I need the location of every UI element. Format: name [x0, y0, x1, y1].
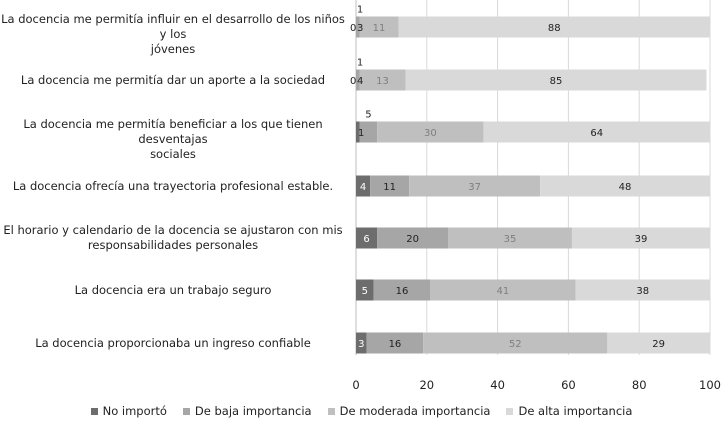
legend: No importó De baja importancia De moderada…	[0, 404, 723, 418]
data-label-low-value-row-2: 4	[357, 76, 363, 87]
data-label-s1-row-6: 5	[362, 286, 368, 297]
bar-4-row-3	[483, 121, 710, 143]
category-label-4: La docencia ofrecía una trayectoria prof…	[0, 179, 346, 194]
bar-3-row-5	[448, 227, 572, 249]
bar-4-row-7	[607, 332, 710, 354]
bar-1-row-6	[356, 279, 374, 301]
data-label-s4-row-3: 64	[590, 128, 603, 139]
bar-2-row-6	[373, 279, 431, 301]
data-label-s3-row-4: 37	[468, 182, 481, 193]
bar-4-row-6	[575, 279, 710, 301]
category-label-line: La docencia proporcionaba un ingreso con…	[35, 335, 311, 350]
category-label-6: La docencia era un trabajo seguro	[0, 283, 346, 298]
data-label-low-value-row-1: 3	[357, 23, 363, 34]
data-label-s1-row-3: 1	[358, 128, 364, 139]
bar-3-row-3	[377, 121, 484, 143]
category-label-line: sociales	[150, 147, 196, 161]
legend-swatch-4	[506, 407, 514, 415]
data-label-s1-row-5: 6	[363, 234, 369, 245]
x-tick-label-60: 60	[561, 378, 576, 392]
legend-label-4: De alta importancia	[518, 404, 633, 418]
category-label-1: La docencia me permitía influir en el de…	[0, 12, 346, 57]
category-label-3: La docencia me permitía beneficiar a los…	[0, 117, 346, 162]
bar-3-row-6	[430, 279, 576, 301]
category-label-line: El horario y calendario de la docencia s…	[3, 223, 343, 237]
bar-2-row-3	[359, 121, 378, 143]
legend-item-4: De alta importancia	[506, 404, 632, 418]
bar-3-row-7	[423, 332, 608, 354]
bar-2-row-1	[356, 16, 360, 38]
bar-1-row-5	[356, 227, 378, 249]
data-label-s2-row-4: 11	[383, 182, 396, 193]
x-tick-label-20: 20	[419, 378, 434, 392]
bar-1-row-7	[356, 332, 367, 354]
category-label-line: La docencia ofrecía una trayectoria prof…	[12, 178, 334, 193]
bar-3-row-4	[409, 175, 541, 197]
data-label-s1-row-4: 4	[360, 182, 366, 193]
bar-4-row-1	[398, 16, 710, 38]
data-label-high-row-2: 85	[550, 76, 563, 87]
bar-1-row-4	[356, 175, 371, 197]
bar-2-row-5	[377, 227, 449, 249]
legend-item-1: No importó	[90, 404, 167, 418]
bar-3-row-1	[359, 16, 399, 38]
legend-item-2: De baja importancia	[182, 404, 312, 418]
data-label-none-row-1: 0	[350, 23, 356, 34]
data-label-s2-row-7: 16	[389, 339, 402, 350]
legend-swatch-3	[327, 407, 335, 415]
data-label-s3-row-3: 30	[424, 128, 437, 139]
bar-2-row-2	[356, 69, 360, 91]
data-label-s4-row-6: 38	[636, 286, 649, 297]
data-label-low-row-2: 1	[357, 58, 363, 69]
category-label-line: La docencia me permitía influir en el de…	[1, 12, 345, 41]
data-label-s4-row-5: 39	[635, 234, 648, 245]
bar-4-row-2	[405, 69, 707, 91]
bar-4-row-4	[540, 175, 710, 197]
data-label-s3-row-7: 52	[509, 339, 522, 350]
legend-label-3: De moderada importancia	[339, 404, 491, 418]
data-label-moderate-row-2: 13	[376, 76, 389, 87]
data-label-s2-row-5: 20	[406, 234, 419, 245]
data-label-none-row-2: 0	[350, 76, 356, 87]
category-label-5: El horario y calendario de la docencia s…	[0, 223, 346, 253]
data-label-s2-row-6: 16	[396, 286, 409, 297]
bar-4-row-5	[571, 227, 710, 249]
x-tick-label-0: 0	[352, 378, 359, 392]
legend-swatch-1	[90, 407, 98, 415]
category-label-line: La docencia me permitía beneficiar a los…	[23, 117, 323, 146]
data-label-s3-row-5: 35	[504, 234, 517, 245]
category-label-line: jóvenes	[150, 42, 196, 56]
legend-item-3: De moderada importancia	[327, 404, 491, 418]
bar-1-row-3	[356, 121, 360, 143]
data-label-s4-row-7: 29	[652, 339, 665, 350]
category-label-2: La docencia me permitía dar un aporte a …	[0, 73, 346, 88]
data-label-s2-row-3: 5	[365, 110, 371, 121]
category-label-line: La docencia era un trabajo seguro	[74, 282, 272, 297]
data-label-s1-row-7: 3	[358, 339, 364, 350]
legend-label-1: No importó	[102, 404, 167, 418]
x-tick-label-80: 80	[632, 378, 647, 392]
x-tick-label-40: 40	[490, 378, 505, 392]
x-tick-label-100: 100	[699, 378, 721, 392]
legend-label-2: De baja importancia	[194, 404, 312, 418]
data-label-low-row-1: 1	[357, 5, 363, 16]
data-label-moderate-row-1: 11	[373, 23, 386, 34]
bar-2-row-4	[370, 175, 410, 197]
data-label-s3-row-6: 41	[497, 286, 510, 297]
category-label-7: La docencia proporcionaba un ingreso con…	[0, 336, 346, 351]
bar-3-row-2	[359, 69, 406, 91]
category-label-line: La docencia me permitía dar un aporte a …	[20, 72, 326, 87]
data-label-high-row-1: 88	[548, 23, 561, 34]
category-label-line: responsabilidades personales	[87, 238, 259, 252]
legend-swatch-2	[182, 407, 190, 415]
bar-2-row-7	[366, 332, 424, 354]
data-label-s4-row-4: 48	[619, 182, 632, 193]
